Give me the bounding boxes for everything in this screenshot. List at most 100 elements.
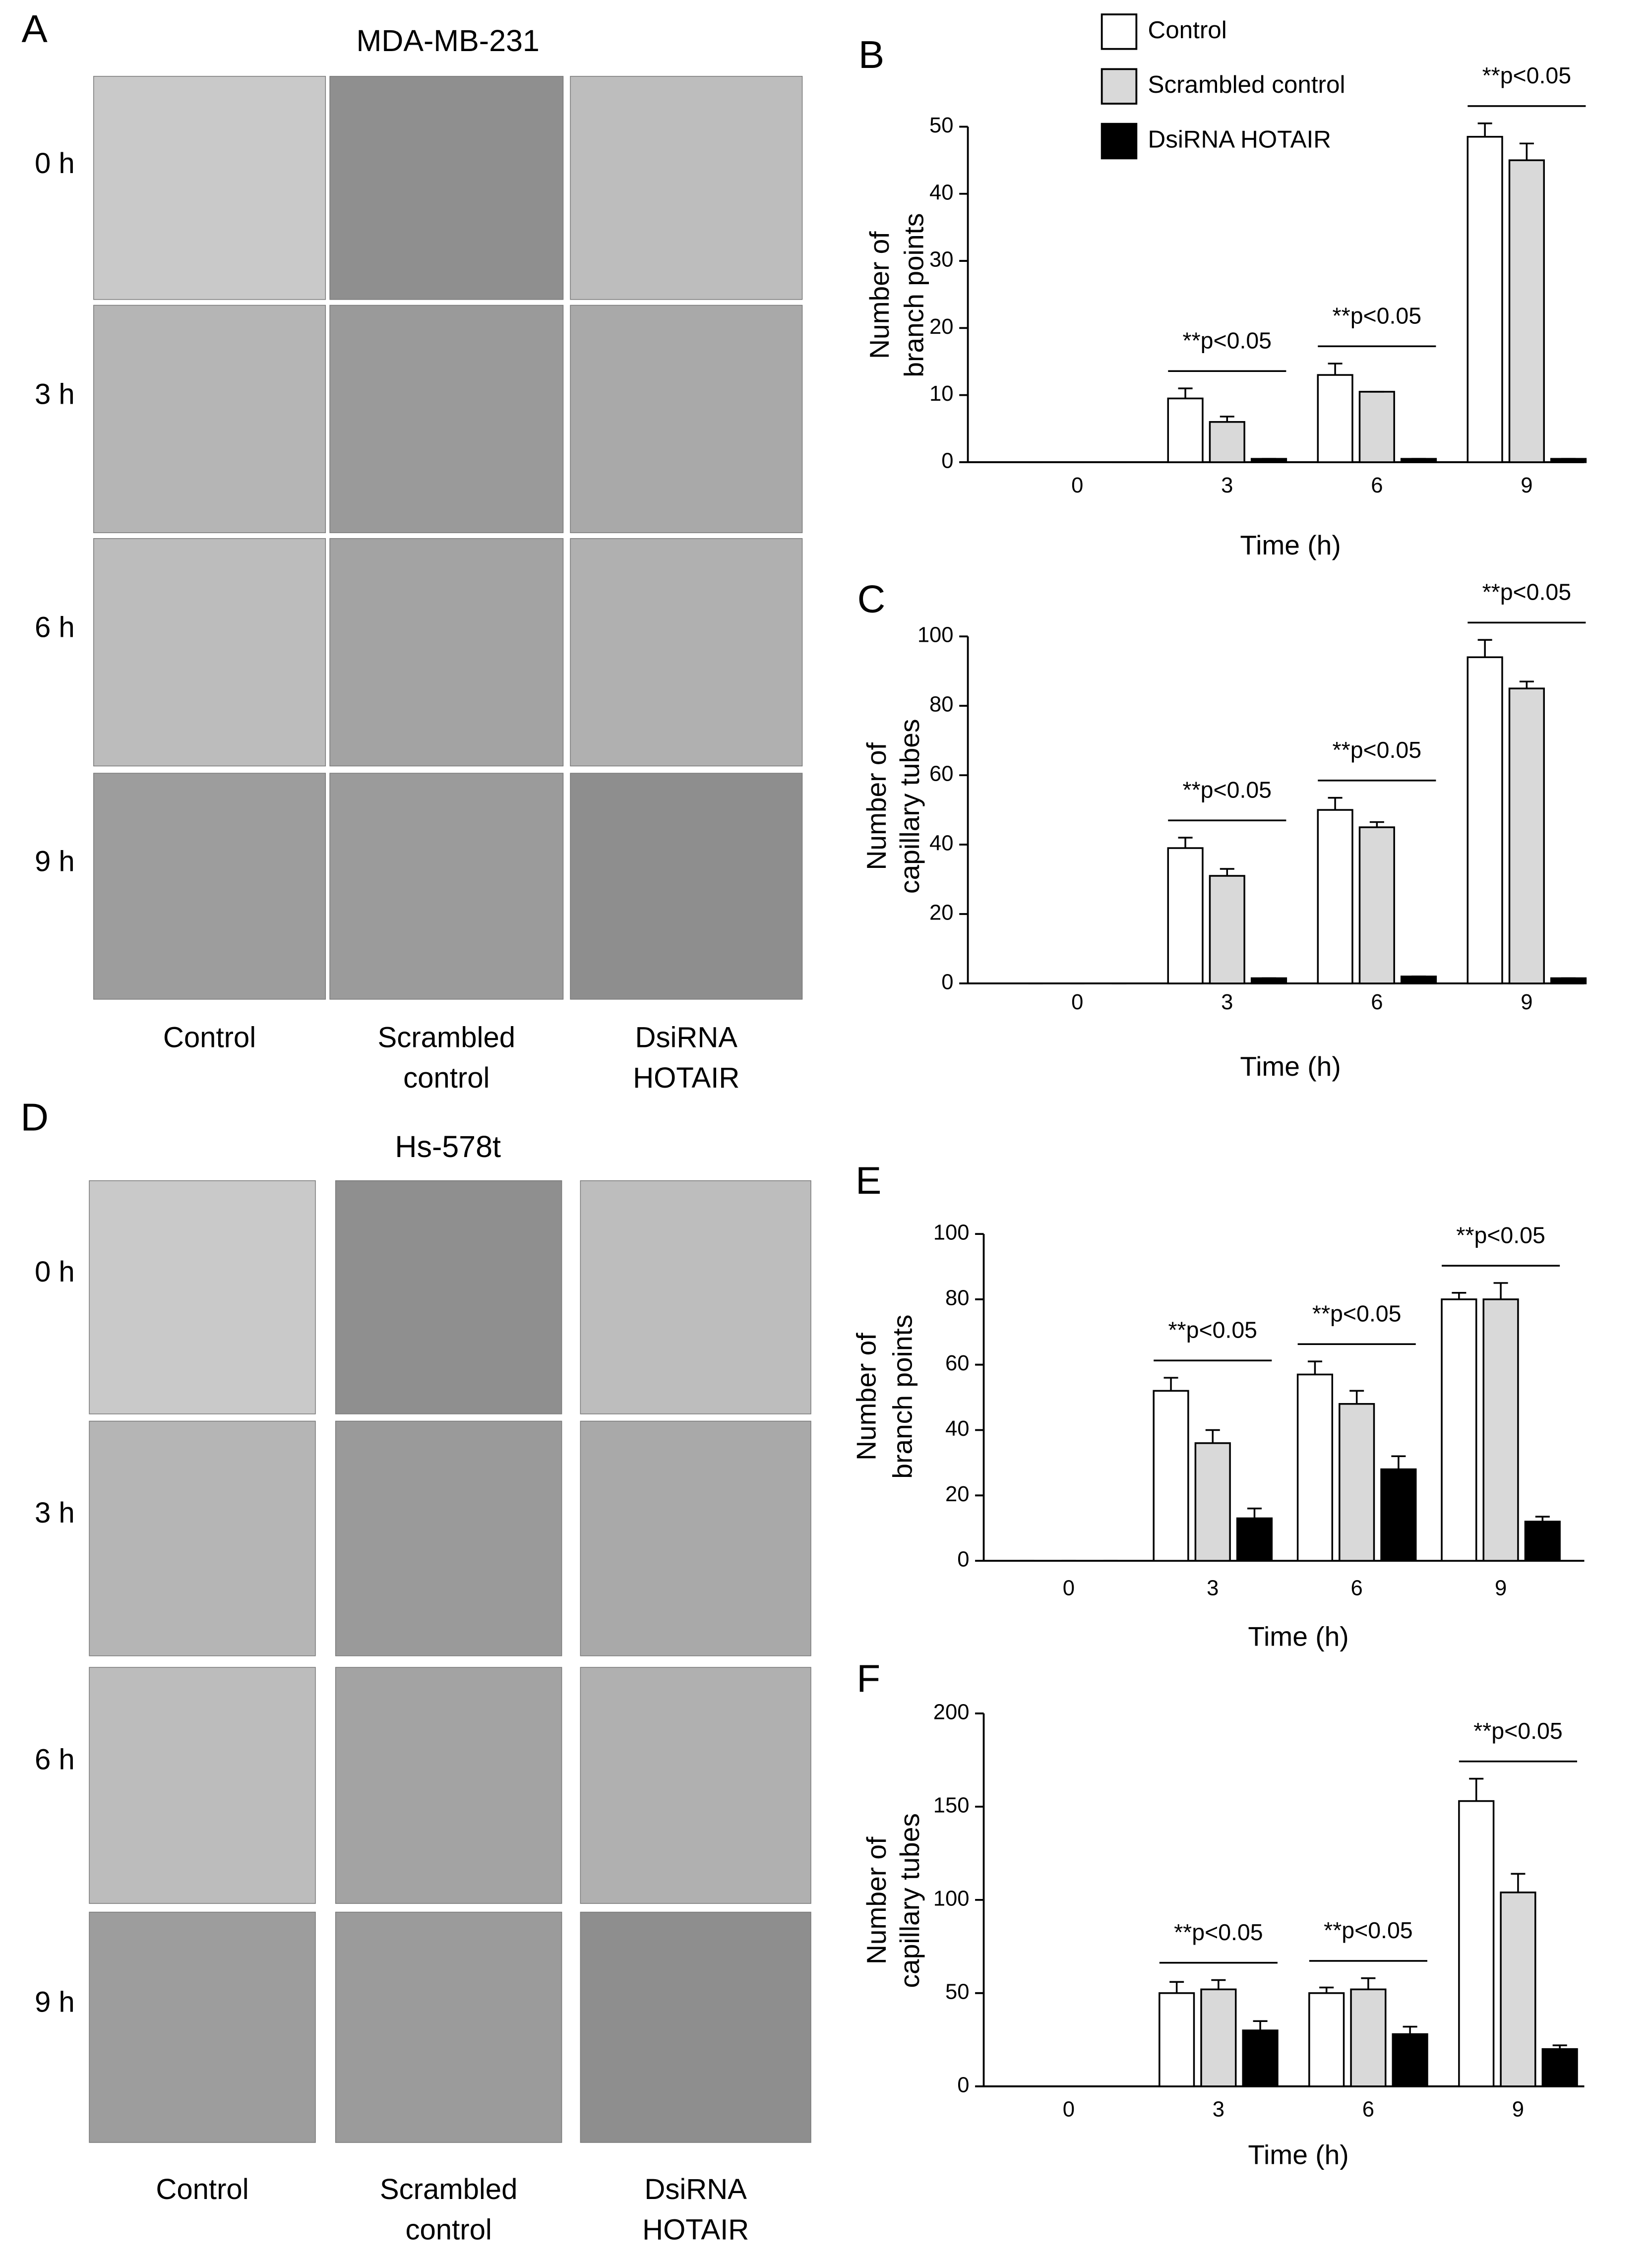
- panel-title: MDA-MB-231: [357, 24, 540, 58]
- bar: [1159, 1992, 1195, 2087]
- error-bar: [1220, 416, 1234, 422]
- y-tick-label: 0: [941, 970, 953, 994]
- y-tick-label: 0: [941, 449, 953, 473]
- error-bar: [1319, 1986, 1334, 1993]
- legend-label: Scrambled control: [1148, 71, 1346, 98]
- y-tick-label: 80: [945, 1286, 969, 1310]
- legend-swatch: [1101, 13, 1138, 50]
- y-tick-label: 200: [933, 1700, 970, 1724]
- bar: [1167, 397, 1204, 463]
- y-tick-label: 50: [945, 1980, 969, 2004]
- micrograph: [329, 538, 564, 767]
- significance-label: **p<0.05: [1183, 327, 1272, 353]
- panel-title: Hs-578t: [395, 1130, 501, 1163]
- y-axis-label: Number of: [861, 742, 892, 870]
- row-label: 9 h: [35, 1986, 75, 2018]
- error-bar: [1247, 1507, 1262, 1519]
- significance-label: **p<0.05: [1456, 1222, 1545, 1248]
- x-tick-label: 6: [1371, 990, 1383, 1014]
- y-tick-label: 40: [929, 832, 953, 856]
- significance-label: **p<0.05: [1168, 1317, 1257, 1343]
- y-tick-label: 0: [957, 2073, 969, 2097]
- error-bar: [1169, 1981, 1184, 1993]
- bar: [1441, 1298, 1477, 1562]
- bar: [1358, 391, 1395, 463]
- y-tick-label: 20: [929, 315, 953, 339]
- x-axis-label: Time (h): [1240, 1051, 1341, 1082]
- row-label: 0 h: [35, 1256, 75, 1288]
- error-bar: [1535, 1516, 1550, 1522]
- micrograph: [580, 1420, 811, 1656]
- micrograph: [335, 1911, 562, 2143]
- y-tick-label: 80: [929, 693, 953, 717]
- x-tick-label: 6: [1371, 474, 1383, 497]
- error-bar: [1391, 1455, 1406, 1469]
- row-label: 0 h: [35, 147, 75, 180]
- micrograph: [329, 773, 564, 1000]
- y-axis-label: Number of: [861, 1836, 892, 1964]
- x-tick-label: 0: [1063, 2098, 1075, 2122]
- column-label: HOTAIR: [642, 2213, 749, 2246]
- micrograph: [89, 1180, 316, 1414]
- bar: [1339, 1403, 1375, 1562]
- panel-letter: E: [856, 1159, 881, 1202]
- x-tick-label: 3: [1221, 990, 1233, 1014]
- y-axis-label: capillary tubes: [894, 719, 925, 894]
- y-tick-label: 150: [933, 1793, 970, 1817]
- column-label: Control: [163, 1021, 256, 1053]
- panel-letter: A: [22, 7, 48, 51]
- y-tick-label: 20: [945, 1482, 969, 1506]
- error-bar: [1307, 1360, 1322, 1375]
- significance-label: **p<0.05: [1333, 737, 1422, 763]
- y-tick-label: 50: [929, 114, 953, 137]
- x-axis-label: Time (h): [1248, 1621, 1348, 1651]
- micrograph: [580, 1667, 811, 1904]
- x-axis-label: Time (h): [1248, 2140, 1348, 2170]
- x-axis-label: Time (h): [1240, 530, 1341, 560]
- error-bar: [1403, 2025, 1417, 2034]
- micrograph: [570, 773, 803, 1000]
- error-bar: [1361, 1977, 1376, 1990]
- error-bar: [1552, 2044, 1567, 2049]
- error-bar: [1328, 796, 1343, 810]
- significance-label: **p<0.05: [1324, 1917, 1413, 1943]
- y-tick-label: 100: [918, 623, 954, 647]
- micrograph: [335, 1667, 562, 1904]
- column-label: DsiRNA: [644, 2173, 747, 2205]
- y-tick-label: 40: [929, 181, 953, 204]
- bar: [1153, 1390, 1189, 1562]
- bar: [1350, 1988, 1387, 2087]
- column-label: Scrambled: [377, 1021, 515, 1053]
- significance-label: **p<0.05: [1183, 777, 1272, 802]
- error-bar: [1178, 837, 1193, 849]
- error-bar: [1519, 680, 1534, 689]
- error-bar: [1493, 1282, 1508, 1299]
- y-axis-label: branch points: [887, 1315, 918, 1479]
- y-axis-label: branch points: [899, 213, 929, 377]
- error-bar: [1469, 1777, 1484, 1801]
- bar: [1308, 1992, 1345, 2087]
- micrograph: [580, 1911, 811, 2143]
- row-label: 3 h: [35, 378, 75, 410]
- row-label: 6 h: [35, 611, 75, 644]
- error-bar: [1477, 122, 1492, 137]
- bar: [1209, 421, 1245, 463]
- legend-label: DsiRNA HOTAIR: [1148, 126, 1331, 153]
- error-bar: [1220, 868, 1234, 876]
- y-tick-label: 60: [929, 762, 953, 786]
- micrograph: [329, 76, 564, 300]
- significance-label: **p<0.05: [1333, 303, 1422, 328]
- y-tick-label: 30: [929, 248, 953, 272]
- bar: [1508, 687, 1545, 984]
- y-tick-label: 10: [929, 382, 953, 406]
- error-bar: [1253, 2020, 1268, 2031]
- row-label: 3 h: [35, 1497, 75, 1529]
- bar: [1317, 374, 1353, 463]
- error-bar: [1511, 1873, 1526, 1893]
- micrograph: [335, 1180, 562, 1414]
- error-bar: [1205, 1429, 1220, 1443]
- panel-letter: D: [20, 1095, 49, 1139]
- legend-label: Control: [1148, 16, 1227, 44]
- y-tick-label: 100: [933, 1221, 970, 1245]
